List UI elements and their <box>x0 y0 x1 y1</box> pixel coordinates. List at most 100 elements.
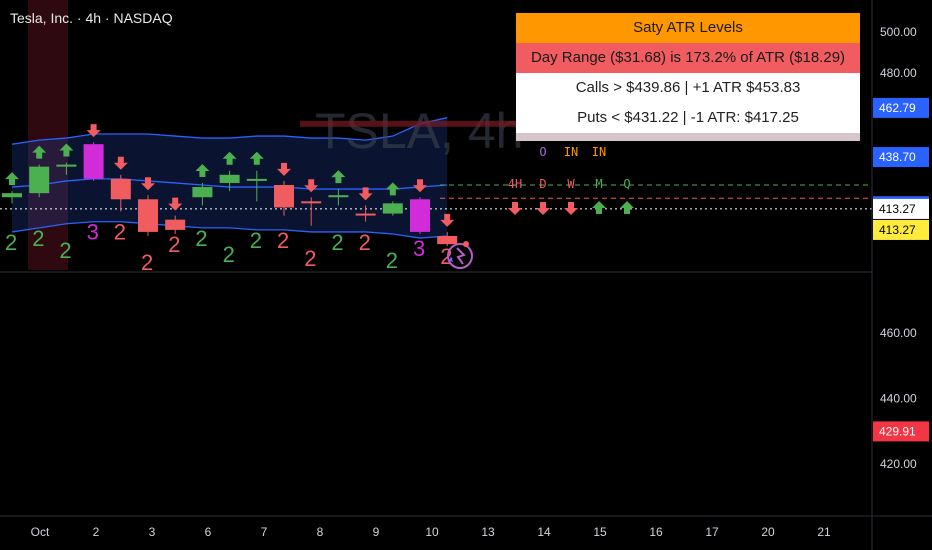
band-lower <box>11 221 448 239</box>
arrow-up-icon <box>59 143 74 157</box>
price-badge <box>873 97 929 118</box>
candle-number-label: 3 <box>87 220 99 245</box>
price-tick-label: 460.00 <box>880 326 917 340</box>
timeframe-letter: M <box>595 177 602 191</box>
time-axis[interactable]: Oct 2 3 6 7 8 9 10 13 14 15 16 17 20 21 <box>31 525 831 539</box>
time-tick-label: 14 <box>537 525 551 539</box>
candle-number-label: 2 <box>168 232 180 257</box>
price-tick-label: 440.00 <box>880 391 917 405</box>
replay-icon[interactable] <box>447 241 473 269</box>
timeframe-top-label: IN <box>592 145 606 159</box>
arrow-up-icon <box>385 182 400 196</box>
watermark: TSLA, 4h <box>315 103 523 159</box>
time-tick-label: 2 <box>93 525 100 539</box>
arrow-down-icon <box>86 124 101 138</box>
candle-number-label: 2 <box>141 250 153 275</box>
candle-body[interactable] <box>110 178 131 200</box>
candle-body[interactable] <box>219 174 240 183</box>
time-tick-label: 8 <box>317 525 324 539</box>
candle-number-label: 2 <box>59 238 71 263</box>
price-badge-label: 429.91 <box>879 424 916 438</box>
arrow-up-icon <box>222 151 237 165</box>
candle-body[interactable] <box>328 195 349 198</box>
candle-body[interactable] <box>246 178 267 181</box>
time-tick-label: 3 <box>149 525 156 539</box>
arrow-up-icon <box>620 201 634 214</box>
saty-atr-panel: Saty ATR Levels Day Range ($31.68) is 17… <box>516 13 860 141</box>
timeframe-letter: W <box>567 177 575 191</box>
price-badge <box>873 219 929 240</box>
time-tick-label: 15 <box>593 525 607 539</box>
time-tick-label: 9 <box>373 525 380 539</box>
candle-numbers: 2 2 23 222 222 222 22 3 2 <box>5 220 452 275</box>
price-badge-label: 462.79 <box>879 101 916 115</box>
arrow-up-icon <box>249 151 264 165</box>
candle-number-label: 3 <box>413 236 425 261</box>
candle-number-label: 2 <box>32 226 44 251</box>
time-tick-label: 6 <box>205 525 212 539</box>
candle-body[interactable] <box>83 144 104 179</box>
price-axis-bottom[interactable]: 460.00 440.00 420.00 429.91 <box>873 326 929 471</box>
candle-body[interactable] <box>192 187 213 198</box>
atr-calls: Calls > $439.86 | +1 ATR $453.83 <box>516 73 860 103</box>
price-axis-top[interactable]: 500.00480.00400.00462.79438.70414.60413.… <box>873 25 929 243</box>
candle-body[interactable] <box>382 203 403 214</box>
timeframe-letter: 4H <box>508 177 522 191</box>
candle-body[interactable] <box>56 164 77 167</box>
candle-number-label: 2 <box>304 246 316 271</box>
time-tick-label: 7 <box>261 525 268 539</box>
candle-body[interactable] <box>2 193 22 198</box>
candle-body[interactable] <box>274 185 294 208</box>
timeframe-letter: Q <box>623 177 630 191</box>
price-badge <box>873 198 929 219</box>
candles[interactable] <box>2 142 458 247</box>
candle-number-label: 2 <box>331 230 343 255</box>
price-tick-label: 480.00 <box>880 66 917 80</box>
candle-number-label: 2 <box>277 228 289 253</box>
arrow-down-icon <box>277 162 291 176</box>
candle-number-label: 2 <box>5 230 17 255</box>
arrow-up-icon <box>331 170 346 184</box>
arrow-down-icon <box>440 213 455 227</box>
candle-body[interactable] <box>437 236 458 245</box>
arrow-up-icon <box>592 201 606 214</box>
symbol-title[interactable]: Tesla, Inc. · 4h · NASDAQ <box>10 10 173 26</box>
candle-body[interactable] <box>165 219 186 230</box>
time-tick-label: 21 <box>817 525 831 539</box>
atr-day-range: Day Range ($31.68) is 173.2% of ATR ($18… <box>516 43 860 73</box>
atr-puts: Puts < $431.22 | -1 ATR: $417.25 <box>516 103 860 133</box>
signal-arrows <box>5 124 634 227</box>
arrow-down-icon <box>141 177 155 191</box>
arrow-down-icon <box>113 156 128 170</box>
arrow-up-icon <box>5 172 19 186</box>
arrow-down-icon <box>564 202 578 215</box>
timeframe-top-label: O <box>539 145 546 159</box>
price-badge <box>873 421 929 442</box>
candle-number-label: 2 <box>114 220 126 245</box>
time-tick-label: 17 <box>705 525 719 539</box>
band-upper <box>11 117 448 145</box>
timeframe-indicators: 4H D O W IN M IN Q <box>508 145 631 191</box>
time-tick-label: 20 <box>761 525 775 539</box>
candle-body[interactable] <box>301 201 322 204</box>
arrow-down-icon <box>304 179 319 193</box>
candle-number-label: 2 <box>250 228 262 253</box>
candle-body[interactable] <box>355 213 376 216</box>
timeframe-top-label: IN <box>564 145 578 159</box>
candle-body[interactable] <box>29 166 50 194</box>
timeframe-letter: D <box>539 177 546 191</box>
candle-number-label: 2 <box>386 248 398 273</box>
atr-panel-title: Saty ATR Levels <box>516 13 860 43</box>
price-badge-label: 413.27 <box>879 202 916 216</box>
atr-panel-footer <box>516 133 860 141</box>
arrow-down-icon <box>358 187 373 201</box>
price-badge-label: 438.70 <box>879 150 916 164</box>
arrow-up-icon <box>195 163 210 177</box>
time-tick-label: Oct <box>31 525 50 539</box>
arrow-down-icon <box>508 202 522 215</box>
candle-body[interactable] <box>138 199 158 232</box>
arrow-down-icon <box>413 179 427 193</box>
price-tick-label: 420.00 <box>880 457 917 471</box>
candle-body[interactable] <box>410 199 430 232</box>
price-tick-label: 500.00 <box>880 25 917 39</box>
